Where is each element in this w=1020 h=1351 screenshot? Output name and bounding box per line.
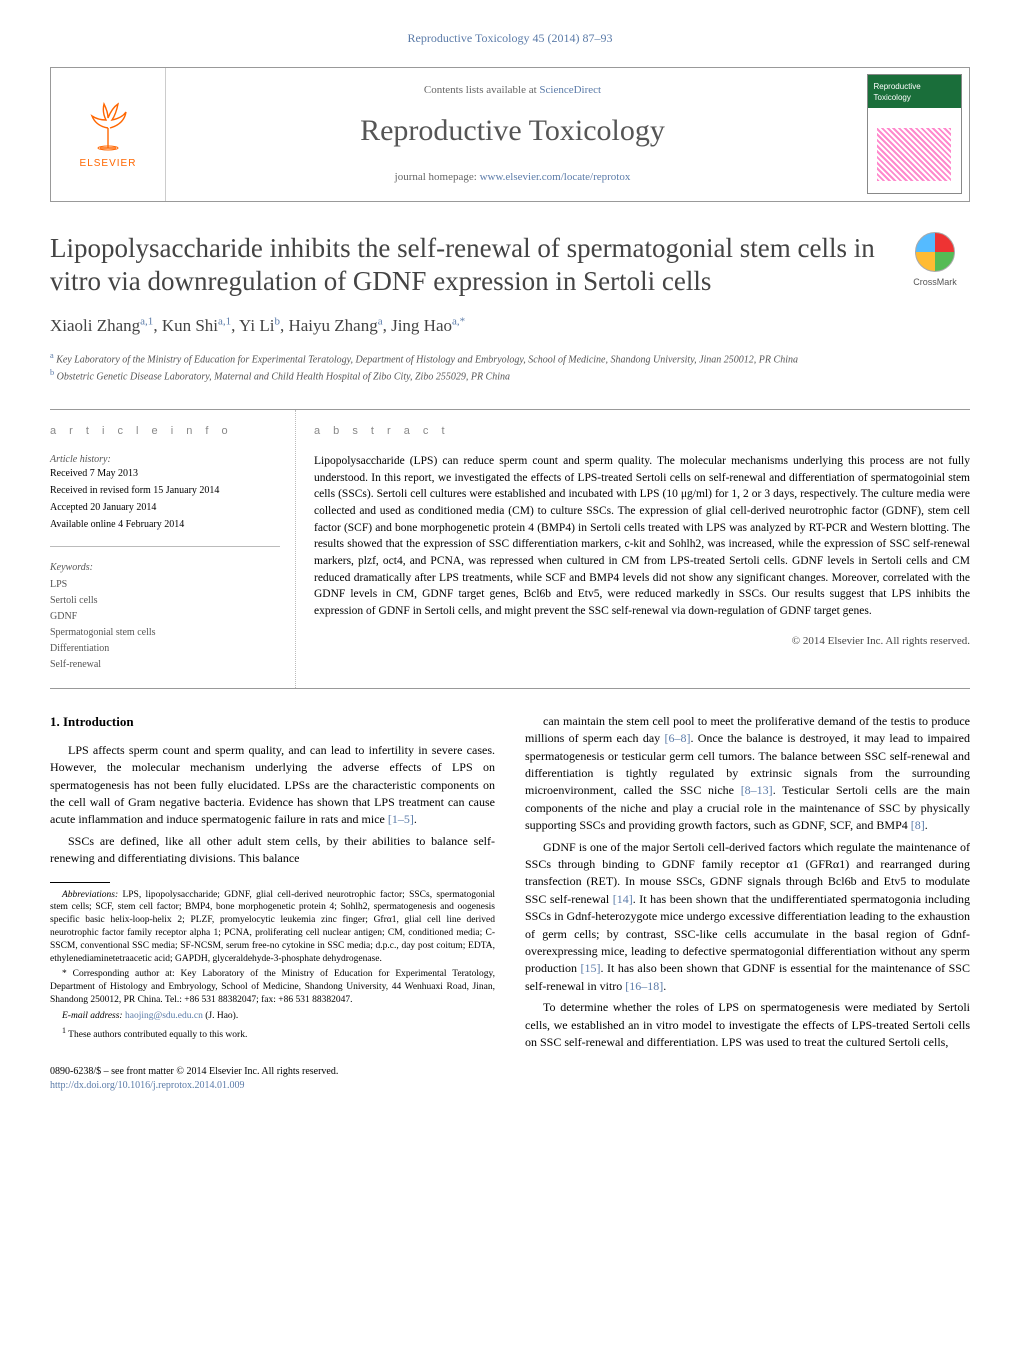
sciencedirect-link[interactable]: ScienceDirect bbox=[539, 84, 601, 96]
footnote-sup: 1 bbox=[62, 1026, 66, 1035]
body-paragraph: can maintain the stem cell pool to meet … bbox=[525, 713, 970, 835]
citation-link[interactable]: [6–8] bbox=[664, 731, 690, 745]
crossmark-icon bbox=[915, 232, 955, 272]
footnote-abbreviations: Abbreviations: LPS, lipopolysaccharide; … bbox=[50, 889, 495, 966]
footnote-text: These authors contributed equally to thi… bbox=[68, 1030, 247, 1040]
affiliations: a Key Laboratory of the Ministry of Educ… bbox=[50, 350, 970, 385]
body-paragraph: To determine whether the roles of LPS on… bbox=[525, 999, 970, 1051]
article-info-header: a r t i c l e i n f o bbox=[50, 424, 280, 439]
affiliation-line: b Obstetric Genetic Disease Laboratory, … bbox=[50, 367, 970, 384]
abstract-header: a b s t r a c t bbox=[314, 424, 970, 439]
footnote-label: * Corresponding author at: bbox=[62, 969, 175, 979]
doi-left: 0890-6238/$ – see front matter © 2014 El… bbox=[50, 1065, 338, 1093]
journal-homepage-link[interactable]: www.elsevier.com/locate/reprotox bbox=[480, 171, 631, 183]
citation-link[interactable]: [8–13] bbox=[741, 783, 773, 797]
article-info-column: a r t i c l e i n f o Article history: R… bbox=[50, 410, 295, 688]
history-online: Available online 4 February 2014 bbox=[50, 518, 280, 532]
footnote-separator bbox=[50, 882, 110, 883]
history-accepted: Accepted 20 January 2014 bbox=[50, 501, 280, 515]
abstract-text: Lipopolysaccharide (LPS) can reduce sper… bbox=[314, 453, 970, 620]
history-heading: Article history: bbox=[50, 453, 280, 467]
email-link[interactable]: haojing@sdu.edu.cn bbox=[125, 1011, 203, 1021]
abstract-column: a b s t r a c t Lipopolysaccharide (LPS)… bbox=[295, 410, 970, 688]
abstract-copyright: © 2014 Elsevier Inc. All rights reserved… bbox=[314, 634, 970, 649]
body-text: LPS affects sperm count and sperm qualit… bbox=[50, 743, 495, 827]
journal-reference: Reproductive Toxicology 45 (2014) 87–93 bbox=[50, 30, 970, 47]
info-abstract-row: a r t i c l e i n f o Article history: R… bbox=[50, 409, 970, 689]
publisher-name: ELSEVIER bbox=[80, 157, 137, 171]
elsevier-logo[interactable]: ELSEVIER bbox=[63, 87, 153, 182]
body-paragraph: SSCs are defined, like all other adult s… bbox=[50, 833, 495, 868]
footnote-text: LPS, lipopolysaccharide; GDNF, glial cel… bbox=[50, 890, 495, 964]
section-heading-intro: 1. Introduction bbox=[50, 713, 495, 732]
body-text-columns: 1. Introduction LPS affects sperm count … bbox=[50, 713, 970, 1051]
citation-link[interactable]: [16–18] bbox=[625, 979, 663, 993]
keywords-heading: Keywords: bbox=[50, 561, 280, 575]
title-row: Lipopolysaccharide inhibits the self-ren… bbox=[50, 232, 970, 300]
footnote-email: E-mail address: haojing@sdu.edu.cn (J. H… bbox=[50, 1010, 495, 1023]
crossmark-label: CrossMark bbox=[913, 277, 957, 287]
email-suffix: (J. Hao). bbox=[203, 1011, 238, 1021]
cover-title-text: Reproductive Toxicology bbox=[874, 81, 955, 103]
journal-homepage-line: journal homepage: www.elsevier.com/locat… bbox=[186, 170, 839, 185]
body-paragraph: LPS affects sperm count and sperm qualit… bbox=[50, 742, 495, 829]
citation-link[interactable]: [8] bbox=[911, 818, 925, 832]
affiliation-line: a Key Laboratory of the Ministry of Educ… bbox=[50, 350, 970, 367]
doi-link[interactable]: http://dx.doi.org/10.1016/j.reprotox.201… bbox=[50, 1080, 245, 1091]
info-divider bbox=[50, 546, 280, 547]
keyword-item: GDNF bbox=[50, 610, 280, 624]
crossmark-badge[interactable]: CrossMark bbox=[900, 232, 970, 289]
history-received: Received 7 May 2013 bbox=[50, 467, 280, 481]
history-revised: Received in revised form 15 January 2014 bbox=[50, 484, 280, 498]
body-paragraph: GDNF is one of the major Sertoli cell-de… bbox=[525, 839, 970, 996]
citation-link[interactable]: [14] bbox=[613, 892, 633, 906]
article-title: Lipopolysaccharide inhibits the self-ren… bbox=[50, 232, 880, 300]
keyword-item: Spermatogonial stem cells bbox=[50, 626, 280, 640]
footnote-corresponding: * Corresponding author at: Key Laborator… bbox=[50, 968, 495, 1006]
keyword-item: Self-renewal bbox=[50, 658, 280, 672]
homepage-prefix: journal homepage: bbox=[395, 171, 480, 183]
contents-prefix: Contents lists available at bbox=[424, 84, 539, 96]
publisher-logo-cell: ELSEVIER bbox=[51, 68, 166, 201]
footnote-contribution: 1 These authors contributed equally to t… bbox=[50, 1026, 495, 1042]
email-label: E-mail address: bbox=[62, 1011, 125, 1021]
journal-name: Reproductive Toxicology bbox=[186, 110, 839, 152]
journal-header-box: ELSEVIER Contents lists available at Sci… bbox=[50, 67, 970, 202]
citation-link[interactable]: [15] bbox=[581, 961, 601, 975]
issn-line: 0890-6238/$ – see front matter © 2014 El… bbox=[50, 1065, 338, 1079]
contents-available-line: Contents lists available at ScienceDirec… bbox=[186, 83, 839, 98]
citation-link[interactable]: [1–5] bbox=[388, 812, 414, 826]
keyword-item: Differentiation bbox=[50, 642, 280, 656]
keyword-item: LPS bbox=[50, 578, 280, 592]
keyword-item: Sertoli cells bbox=[50, 594, 280, 608]
elsevier-tree-icon bbox=[78, 98, 138, 153]
author-list: Xiaoli Zhanga,1, Kun Shia,1, Yi Lib, Hai… bbox=[50, 314, 970, 338]
cover-thumbnail-cell: Reproductive Toxicology bbox=[859, 68, 969, 201]
doi-footer: 0890-6238/$ – see front matter © 2014 El… bbox=[50, 1065, 970, 1093]
footnote-label: Abbreviations: bbox=[62, 890, 118, 900]
header-center: Contents lists available at ScienceDirec… bbox=[166, 68, 859, 201]
journal-cover-thumbnail[interactable]: Reproductive Toxicology bbox=[867, 74, 962, 194]
